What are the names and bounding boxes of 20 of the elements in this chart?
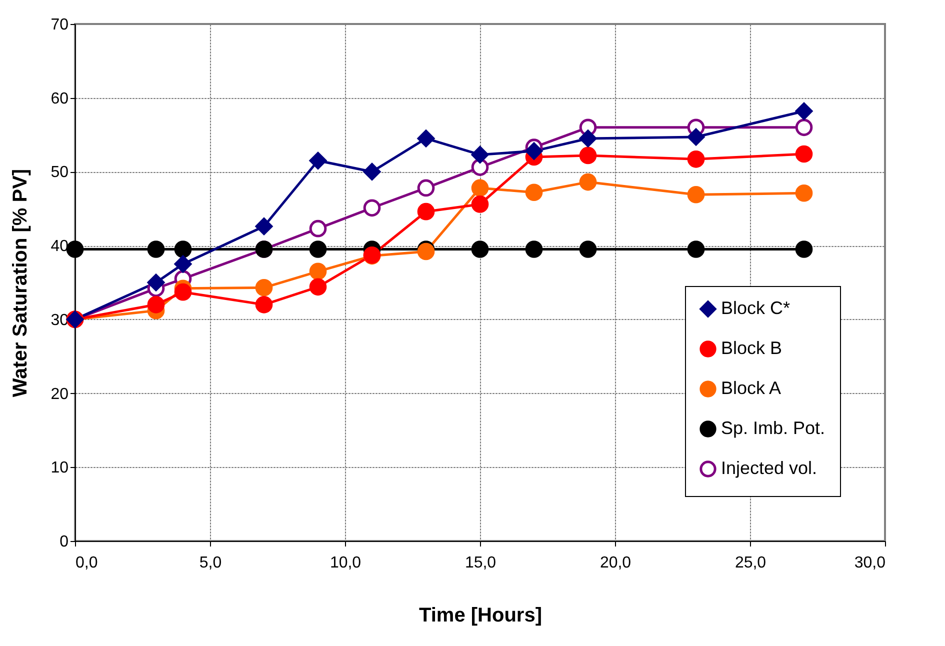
x-tick-label: 30,0 (854, 554, 886, 572)
y-tick-label: 0 (60, 534, 69, 550)
x-tick-label: 15,0 (464, 554, 496, 572)
x-tick-label: 25,0 (734, 554, 766, 572)
y-tick-label: 70 (50, 16, 69, 34)
legend-label: Block A (721, 378, 782, 398)
legend-label: Sp. Imb. Pot. (721, 418, 826, 438)
x-tick-label: 0,0 (76, 554, 98, 572)
legend-label: Injected vol. (721, 458, 818, 478)
y-axis-title: Water Saturation [% PV] (10, 168, 32, 398)
legend-label: Block C* (721, 298, 790, 318)
x-axis-title: Time [Hours] (419, 604, 542, 626)
legend-label: Block B (721, 338, 782, 358)
y-tick-label: 20 (50, 386, 69, 403)
y-tick-label: 60 (50, 90, 69, 108)
y-tick-label: 50 (50, 164, 69, 182)
x-tick-label: 5,0 (199, 554, 222, 572)
x-tick-label: 10,0 (330, 554, 362, 572)
x-tick-label: 20,0 (600, 554, 632, 572)
y-tick-label: 10 (50, 460, 69, 477)
